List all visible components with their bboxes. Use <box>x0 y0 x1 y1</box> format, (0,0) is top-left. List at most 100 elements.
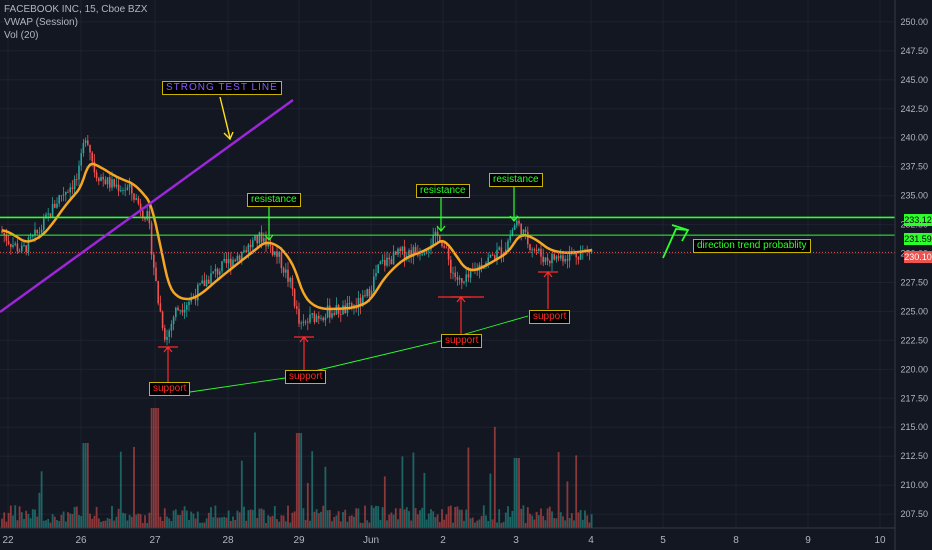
y-tick-label: 245.00 <box>900 75 928 85</box>
volume-bar <box>258 508 261 528</box>
candle-body <box>282 268 285 273</box>
volume-bar <box>31 509 34 528</box>
volume-bar <box>438 522 441 528</box>
candle-body <box>91 152 93 162</box>
direction-arrow <box>662 228 688 259</box>
volume-bar <box>148 512 151 528</box>
volume-bar <box>339 521 342 528</box>
volume-bar <box>344 509 347 528</box>
support-label-4: support <box>529 310 571 324</box>
volume-bar <box>412 452 415 528</box>
volume-bar <box>256 517 259 528</box>
volume-bar <box>190 511 193 528</box>
candle-body <box>315 315 318 323</box>
volume-bar <box>392 514 395 528</box>
candle-body <box>58 195 60 204</box>
candle-body <box>351 303 353 309</box>
volume-bar <box>515 458 518 528</box>
volume-bar <box>537 515 540 528</box>
candle-body <box>142 210 144 218</box>
volume-bar <box>333 517 336 528</box>
volume-bar <box>115 516 118 528</box>
volume-bar <box>370 505 373 528</box>
candle-body <box>104 179 107 185</box>
volume-bar <box>564 520 567 528</box>
candle-body <box>579 252 582 260</box>
volume-bar <box>47 518 50 528</box>
candle-body <box>252 240 254 248</box>
candle-body <box>465 274 467 282</box>
volume-bar <box>243 506 245 528</box>
volume-indicator-label: Vol (20) <box>4 30 39 41</box>
resistance-arrow-head <box>264 234 274 241</box>
candle-body <box>496 249 498 260</box>
candle-body <box>447 248 450 260</box>
candle-body <box>102 176 104 180</box>
volume-bar <box>51 514 54 528</box>
volume-bar <box>238 512 241 528</box>
volume-bar <box>214 505 217 528</box>
volume-bar <box>159 516 162 528</box>
candle-body <box>14 243 16 246</box>
candle-body <box>254 235 256 241</box>
volume-bar <box>80 515 83 528</box>
candle-body <box>54 203 56 208</box>
candle-body <box>205 279 208 287</box>
volume-bar <box>25 510 28 528</box>
volume-bar <box>73 507 76 528</box>
volume-bar <box>408 511 410 528</box>
candle-body <box>155 267 157 282</box>
volume-bar <box>531 515 534 528</box>
candle-body <box>340 313 342 315</box>
resistance-label-2: resistance <box>416 184 470 198</box>
volume-bar <box>551 511 553 528</box>
volume-bar <box>518 458 520 528</box>
candle-body <box>507 240 509 250</box>
volume-bar <box>436 514 439 528</box>
volume-bar <box>181 510 184 528</box>
candle-body <box>373 276 375 291</box>
volume-bar <box>60 514 63 528</box>
volume-bar <box>192 513 195 528</box>
candle-body <box>289 277 291 282</box>
volume-bar <box>375 505 377 528</box>
volume-bar <box>82 443 85 528</box>
candle-body <box>40 229 43 233</box>
x-tick-label: 9 <box>805 535 811 546</box>
volume-bar <box>40 471 43 528</box>
candle-body <box>551 254 553 264</box>
candle-body <box>170 323 173 331</box>
candle-body <box>381 260 384 262</box>
candle-body <box>370 290 373 297</box>
candle-body <box>557 256 560 259</box>
candle-body <box>161 311 164 329</box>
volume-bar <box>212 517 215 528</box>
volume-bar <box>18 506 21 528</box>
candle-body <box>69 187 71 193</box>
y-tick-label: 242.50 <box>900 104 928 114</box>
volume-bar <box>280 515 283 528</box>
x-tick-label: 22 <box>2 535 14 546</box>
volume-bar <box>130 516 133 528</box>
candle-body <box>82 143 85 154</box>
volume-bar <box>364 505 366 528</box>
volume-bar <box>405 507 408 528</box>
candle-body <box>12 245 14 248</box>
volume-bar <box>278 521 281 528</box>
candle-body <box>375 273 377 277</box>
candle-body <box>27 237 30 253</box>
candle-body <box>115 184 118 187</box>
candle-body <box>359 297 362 307</box>
volume-bar <box>260 508 263 528</box>
candle-body <box>199 283 201 285</box>
volume-bar <box>111 505 113 528</box>
candle-body <box>434 231 437 236</box>
volume-bar <box>179 515 182 528</box>
volume-bar <box>1 518 3 528</box>
candle-body <box>109 177 111 188</box>
volume-bar <box>291 512 294 528</box>
candle-body <box>509 235 511 241</box>
candle-body <box>137 198 140 204</box>
volume-bar <box>102 521 105 528</box>
